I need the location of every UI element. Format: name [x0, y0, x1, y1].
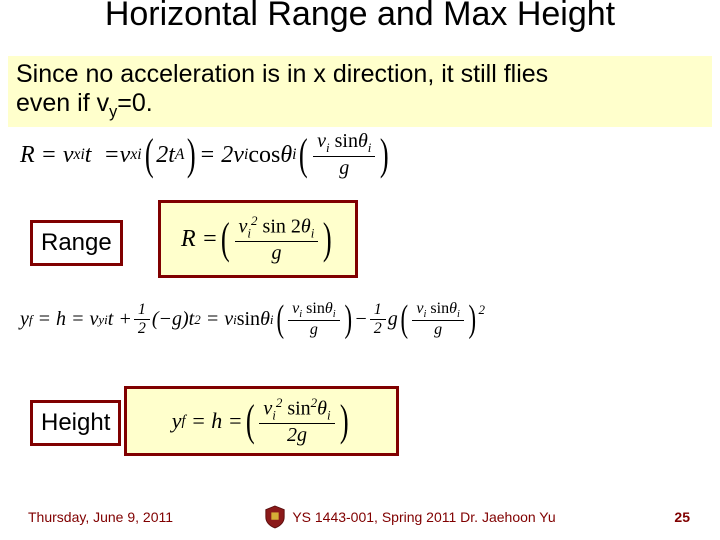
f2-sub: i: [333, 309, 336, 320]
num-sin: sin: [330, 130, 358, 152]
half-den: 2: [134, 320, 150, 338]
eq-t: t: [85, 142, 92, 169]
paren-left: (: [299, 137, 308, 172]
rf-sin: sin 2: [258, 215, 301, 237]
footer-course-text: YS 1443-001, Spring 2011 Dr. Jaehoon Yu: [292, 509, 555, 525]
fraction: vi2 sin 2θi g: [235, 213, 319, 266]
paren-left: (: [400, 304, 408, 334]
paren-right: ): [340, 403, 349, 438]
paren-right: ): [187, 137, 196, 172]
eq2-sq: 2: [194, 312, 201, 328]
half-num: 1: [370, 301, 386, 319]
eq-2tA: 2t: [156, 142, 175, 169]
eq2-sub: yi: [98, 312, 107, 328]
rf-den: g: [267, 242, 285, 265]
fraction: 1 2: [134, 301, 150, 338]
f2-sin: sin: [302, 300, 325, 317]
f3-den: g: [430, 321, 446, 339]
eq2-y: y: [20, 308, 29, 331]
eq-equals: =: [41, 142, 57, 169]
eq2-minus: −: [354, 308, 368, 331]
eq-sub: xi: [74, 146, 85, 164]
eq2-outsq: 2: [478, 302, 485, 318]
eq2-theta: θ: [260, 308, 270, 331]
intro-line1: Since no acceleration is in x direction,…: [16, 60, 548, 88]
footer-date: Thursday, June 9, 2011: [0, 509, 180, 525]
f3-sub: i: [457, 309, 460, 320]
slide-footer: Thursday, June 9, 2011 YS 1443-001, Spri…: [0, 504, 720, 530]
f2-theta: θ: [325, 300, 333, 317]
paren-left: (: [145, 137, 154, 172]
range-label: Range: [30, 220, 123, 266]
intro-line2b: =0.: [117, 89, 152, 117]
paren-right: ): [323, 221, 332, 256]
eq-cos: cos: [248, 142, 280, 169]
eq-equals: =: [103, 142, 119, 169]
shield-icon: [264, 504, 286, 530]
num-sub: i: [368, 140, 372, 155]
eq2-sub: f: [29, 312, 33, 328]
eq-sub: xi: [130, 146, 141, 164]
intro-line2a: even if v: [16, 89, 109, 117]
equation-range-derivation: R = vxit = vxi ( 2tA ) = 2vi cosθi ( vi …: [20, 130, 392, 180]
half-num: 1: [134, 301, 150, 319]
hf-sin: sin: [282, 397, 310, 419]
slide-title: Horizontal Range and Max Height: [0, 0, 720, 33]
eq2-eq: = h = v: [38, 308, 99, 331]
fraction: vi2 sin2θi 2g: [259, 395, 334, 448]
eq2-mg: (−g)t: [152, 308, 194, 331]
f3-v: v: [416, 300, 423, 317]
fraction: vi sinθi g: [288, 300, 339, 339]
fraction: vi sinθi g: [412, 300, 463, 339]
footer-course: YS 1443-001, Spring 2011 Dr. Jaehoon Yu: [180, 504, 640, 530]
fraction: 1 2: [370, 301, 386, 338]
hf-theta: θ: [317, 397, 327, 419]
paren-right: ): [344, 304, 352, 334]
hf-eq: = h =: [191, 408, 243, 434]
hf-y: y: [172, 408, 182, 434]
rf-eq: =: [202, 226, 218, 253]
rf-theta: θ: [301, 215, 311, 237]
f2-den: g: [306, 321, 322, 339]
height-label: Height: [30, 400, 121, 446]
eq-2vi: = 2v: [199, 142, 244, 169]
paren-left: (: [276, 304, 284, 334]
hf-sub: i: [327, 407, 331, 422]
eq2-sin: sin: [237, 308, 260, 331]
num-theta: θ: [358, 130, 368, 152]
eq2-g: g: [388, 308, 398, 331]
hf-sub: f: [181, 413, 185, 430]
eq2-t: t +: [108, 308, 132, 331]
range-formula-box: R = ( vi2 sin 2θi g ): [158, 200, 358, 278]
eq-R: R: [20, 142, 35, 169]
paren-left: (: [221, 221, 230, 256]
footer-page-number: 25: [640, 509, 720, 525]
height-formula-box: yf = h = ( vi2 sin2θi 2g ): [124, 386, 399, 456]
paren-right: ): [380, 137, 389, 172]
eq2-sub: i: [270, 312, 274, 328]
eq2-eq2: = v: [206, 308, 233, 331]
paren-right: ): [468, 304, 476, 334]
intro-text: Since no acceleration is in x direction,…: [8, 56, 712, 127]
rf-R: R: [181, 226, 196, 253]
num-v: v: [317, 130, 326, 152]
half-den: 2: [370, 320, 386, 338]
eq-sub: i: [292, 146, 296, 164]
eq-theta: θ: [280, 142, 292, 169]
eq-v: v: [120, 142, 131, 169]
f3-theta: θ: [449, 300, 457, 317]
eq-sub: A: [175, 146, 185, 164]
fraction: vi sinθi g: [313, 130, 375, 180]
rf-sub: i: [311, 225, 315, 240]
eq-v: v: [63, 142, 74, 169]
den-g: g: [335, 157, 353, 180]
f3-sin: sin: [426, 300, 449, 317]
hf-den: 2g: [283, 424, 311, 447]
hf-v: v: [263, 397, 272, 419]
paren-left: (: [246, 403, 255, 438]
equation-height-derivation: yf = h = vyit + 1 2 (−g)t2 = vi sinθi ( …: [20, 300, 720, 339]
